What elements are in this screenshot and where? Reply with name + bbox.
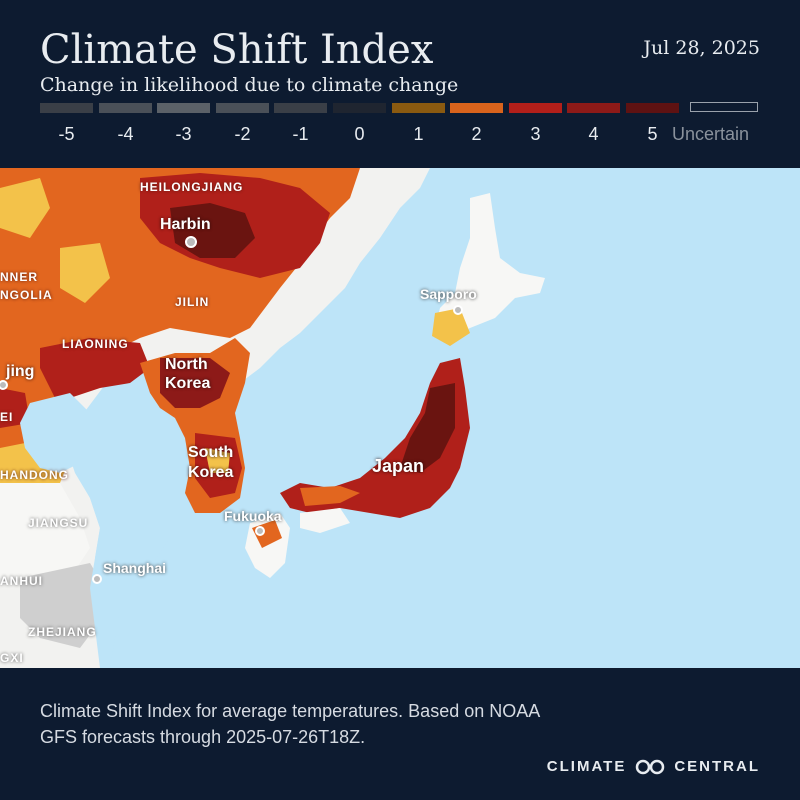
- legend-label-uncertain: Uncertain: [672, 124, 750, 144]
- label-harbin: Harbin: [160, 216, 211, 233]
- subtitle: Change in likelihood due to climate chan…: [40, 74, 459, 96]
- label-sapporo: Sapporo: [420, 286, 477, 302]
- legend-swatch: [392, 103, 445, 113]
- beijing-marker-icon: [0, 380, 8, 390]
- shanghai-marker-icon: [92, 574, 102, 584]
- legend-label: 1: [413, 124, 424, 144]
- zhejiang-uncertain: [20, 563, 105, 648]
- label-south-korea-2: Korea: [188, 464, 234, 481]
- map-canvas: [0, 168, 800, 668]
- hokkaido: [435, 193, 545, 338]
- header: Climate Shift Index Jul 28, 2025 Change …: [0, 0, 800, 168]
- legend-label: 0: [354, 124, 365, 144]
- north-korea-dark: [160, 358, 230, 408]
- legend-label: -4: [117, 124, 134, 144]
- legend-label: -2: [234, 124, 251, 144]
- legend-swatch: [626, 103, 679, 113]
- hokkaido-south-heat: [432, 308, 470, 346]
- label-shandong: HANDONG: [0, 468, 69, 482]
- shikoku: [300, 508, 350, 533]
- label-fukuoka: Fukuoka: [224, 508, 282, 524]
- label-mongolia: NGOLIA: [0, 288, 53, 302]
- inner-mongolia-yellow: [0, 178, 50, 238]
- label-beijing: jing: [6, 363, 35, 380]
- brand-right: CENTRAL: [674, 758, 760, 775]
- label-hebei: EI: [0, 410, 14, 424]
- yellow-sea: [70, 408, 190, 668]
- honshu-orange: [300, 486, 360, 506]
- label-japan: Japan: [372, 456, 425, 476]
- label-south-korea-1: South: [188, 444, 234, 461]
- jiangsu-area: [0, 483, 90, 588]
- label-jilin: JILIN: [175, 295, 210, 309]
- label-shanghai: Shanghai: [103, 560, 167, 576]
- climate-central-logo-icon: [636, 759, 665, 774]
- brand-left: CLIMATE: [546, 758, 627, 775]
- legend-label: -3: [175, 124, 192, 144]
- label-heilongjiang: HEILONGJIANG: [140, 180, 244, 194]
- legend-label: -5: [58, 124, 75, 144]
- label-jiangxi: GXI: [0, 651, 24, 665]
- legend-swatch: [216, 103, 269, 113]
- label-jiangsu: JIANGSU: [28, 516, 89, 530]
- yellow-band: [60, 243, 110, 303]
- bohai-sea: [20, 393, 95, 473]
- map[interactable]: HEILONGJIANG Harbin NNER NGOLIA JILIN LI…: [0, 168, 800, 668]
- legend-label: -1: [292, 124, 309, 144]
- legend-swatch: [274, 103, 327, 113]
- legend-swatch: [157, 103, 210, 113]
- footer: Climate Shift Index for average temperat…: [0, 668, 800, 800]
- sapporo-marker-icon: [453, 305, 463, 315]
- legend-swatch: [40, 103, 93, 113]
- legend-swatch: [567, 103, 620, 113]
- legend-swatch: [509, 103, 562, 113]
- date-label: Jul 28, 2025: [643, 37, 760, 59]
- legend-label: 5: [647, 124, 658, 144]
- label-liaoning: LIAONING: [62, 337, 129, 351]
- label-north-korea-1: North: [165, 356, 208, 373]
- honshu: [280, 358, 470, 518]
- legend-label: 2: [471, 124, 482, 144]
- page-title: Climate Shift Index: [40, 27, 434, 73]
- legend-label: 4: [588, 124, 599, 144]
- honshu-dark: [400, 383, 455, 473]
- legend-swatch-uncertain: [690, 102, 758, 112]
- liaoning-heat: [40, 338, 150, 398]
- label-inner-mongolia: NNER: [0, 270, 39, 284]
- legend-swatch: [333, 103, 386, 113]
- label-north-korea-2: Korea: [165, 375, 211, 392]
- legend-label: 3: [530, 124, 541, 144]
- harbin-marker-icon: [185, 236, 197, 248]
- brand: CLIMATE CENTRAL: [547, 758, 760, 775]
- caption: Climate Shift Index for average temperat…: [40, 701, 540, 747]
- legend-swatch: [99, 103, 152, 113]
- south-korea-yellow: [205, 448, 230, 473]
- legend-swatch: [450, 103, 503, 113]
- label-zhejiang: ZHEJIANG: [28, 625, 97, 639]
- fukuoka-marker-icon: [255, 526, 265, 536]
- label-anhui: ANHUI: [0, 574, 43, 588]
